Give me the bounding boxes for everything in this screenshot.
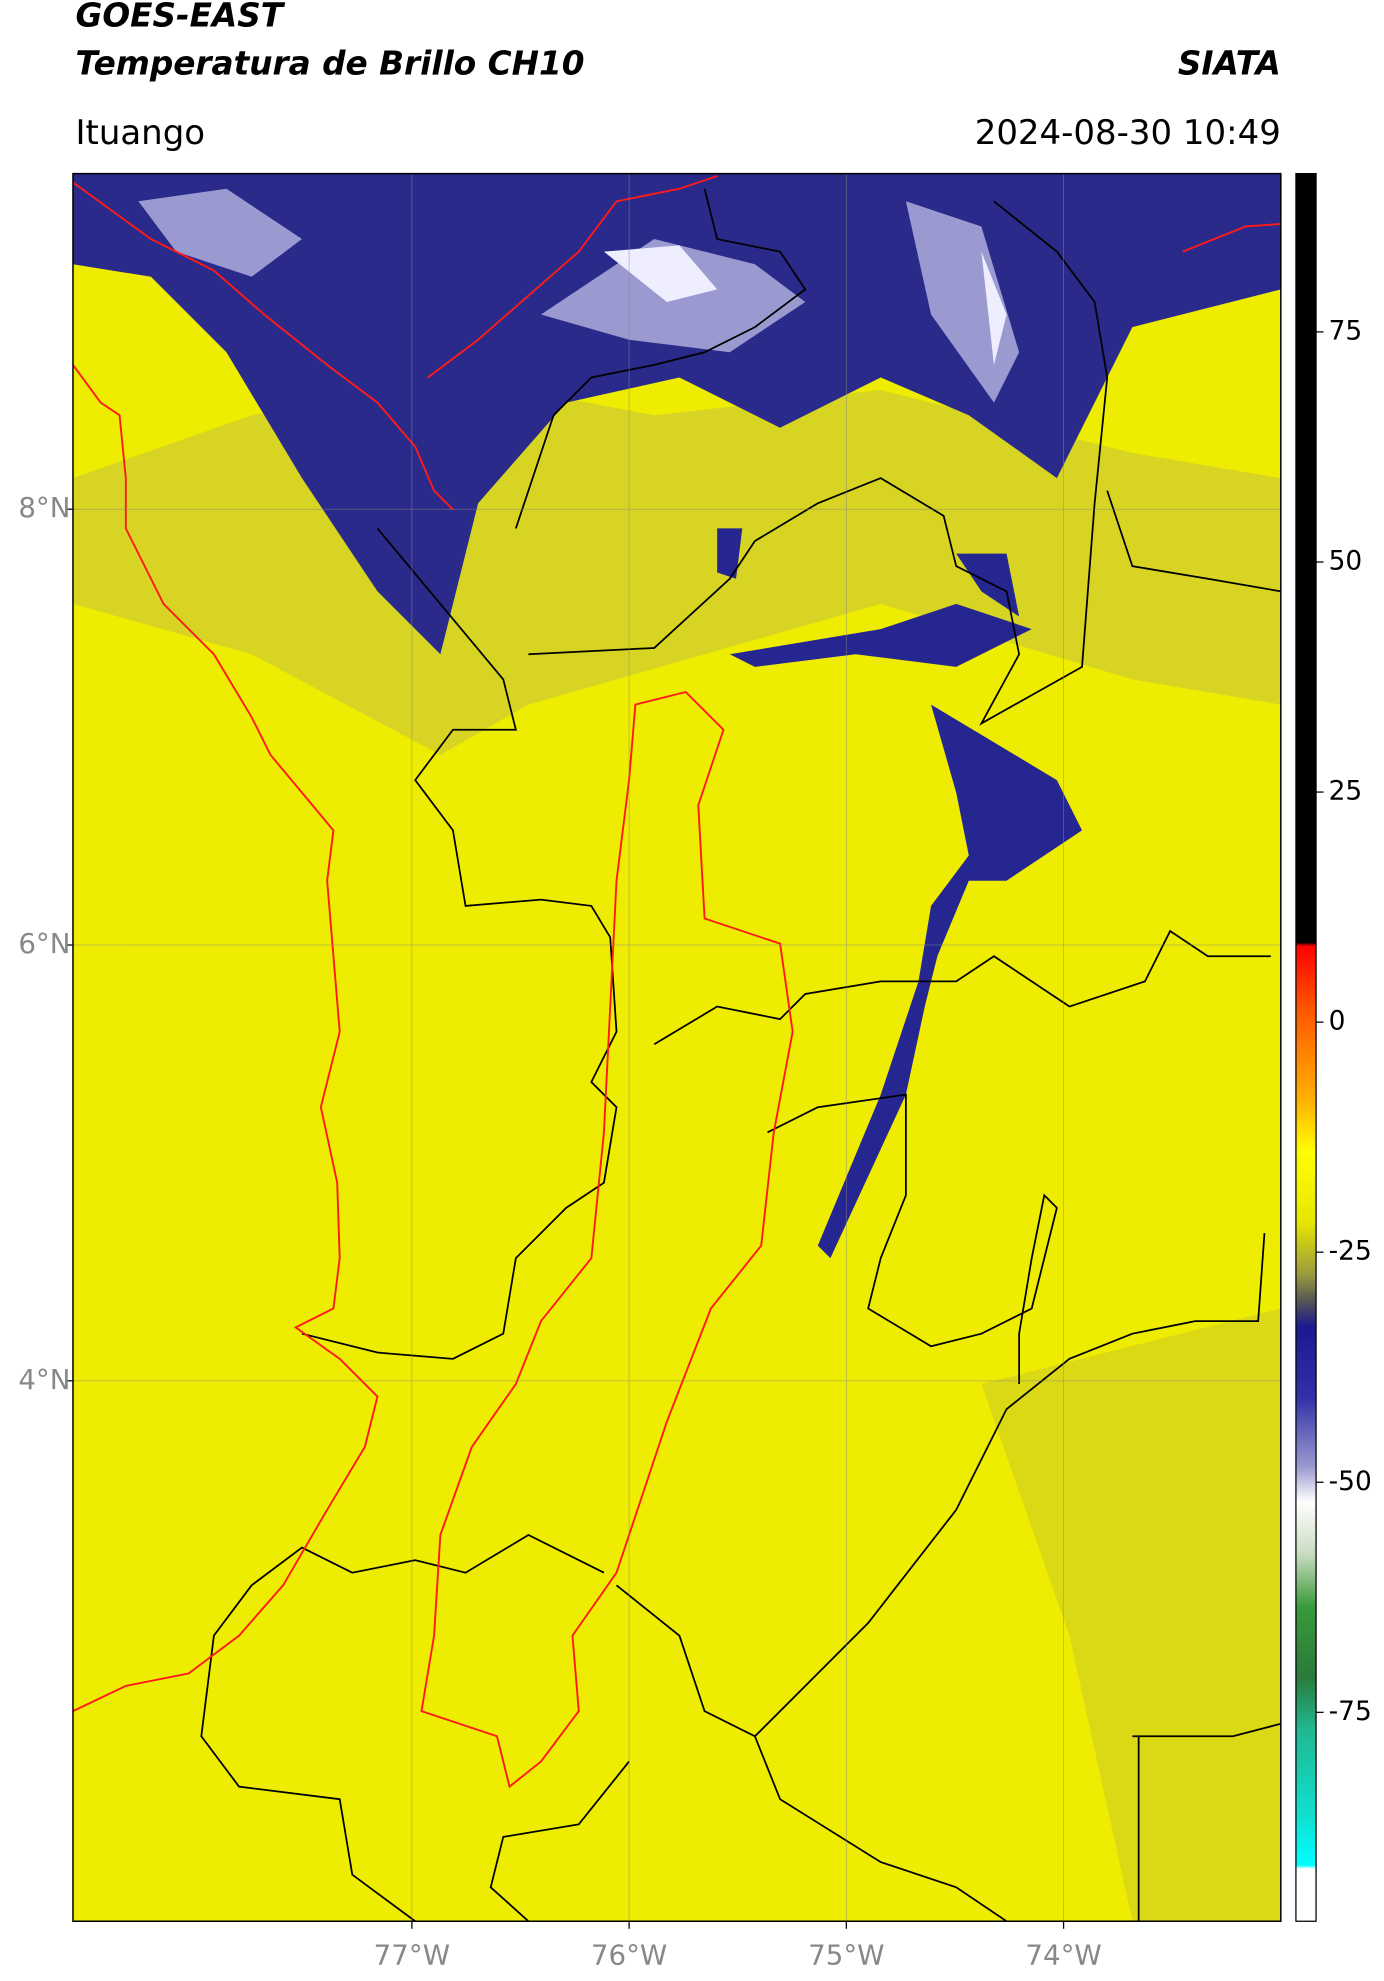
colorbar-tick-label: 25 (1329, 776, 1363, 807)
cloud-haze (981, 1308, 1281, 1922)
coastline-and-basin (72, 175, 1281, 1789)
y-tick-label: 8°N (18, 491, 70, 524)
x-tick-label: 75°W (808, 1938, 884, 1971)
y-tick-label: 6°N (18, 927, 70, 960)
colorbar-tick-label: 75 (1329, 315, 1363, 346)
org: SIATA (1178, 44, 1281, 82)
colorbar-tick-label: 50 (1329, 545, 1363, 576)
timestamp: 2024-08-30 10:49 (975, 113, 1281, 153)
map-frame (72, 172, 1282, 1922)
subtitle: Ituango (75, 113, 205, 153)
cloud-very-cold (138, 188, 1020, 403)
convective-band (729, 603, 1083, 1259)
grid (72, 173, 1281, 1922)
colorbar (1295, 172, 1317, 1922)
colorbar-tick-label: -75 (1329, 1696, 1372, 1727)
title-line: GOES-EAST (75, 0, 285, 35)
colorbar-tick-label: -50 (1329, 1466, 1372, 1497)
cloud-core (603, 245, 1007, 365)
colorbar-tick-label: -25 (1329, 1236, 1372, 1267)
y-tick-label: 4°N (18, 1363, 70, 1396)
x-tick-label: 77°W (374, 1938, 450, 1971)
colorbar-tick-label: 0 (1329, 1006, 1346, 1037)
x-tick-label: 76°W (591, 1938, 667, 1971)
admin-borders (200, 188, 1281, 1922)
x-tick-label: 74°W (1025, 1938, 1101, 1971)
map (72, 173, 1281, 1922)
title-line: Temperatura de Brillo CH10 (75, 44, 584, 82)
